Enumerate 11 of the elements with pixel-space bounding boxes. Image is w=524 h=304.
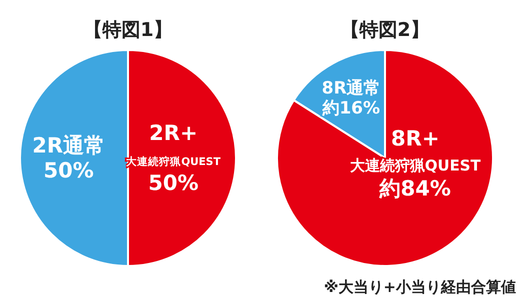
data-label: 50% (148, 171, 198, 195)
chart-title: 【特図1】 (83, 19, 173, 41)
pie-slice (276, 49, 494, 267)
data-label: 50% (43, 158, 94, 182)
chart-title: 【特図2】 (340, 19, 430, 41)
text: ※大当り+小当り経由合算値 (324, 278, 516, 296)
slice-label: 8R+ 大連続狩猟QUEST (350, 126, 482, 174)
slice-label: 2R通常 (32, 134, 105, 158)
slice-label: 8R通常 (322, 78, 381, 98)
data-label: 約16% (321, 98, 380, 118)
data-label: 約84% (378, 176, 451, 200)
